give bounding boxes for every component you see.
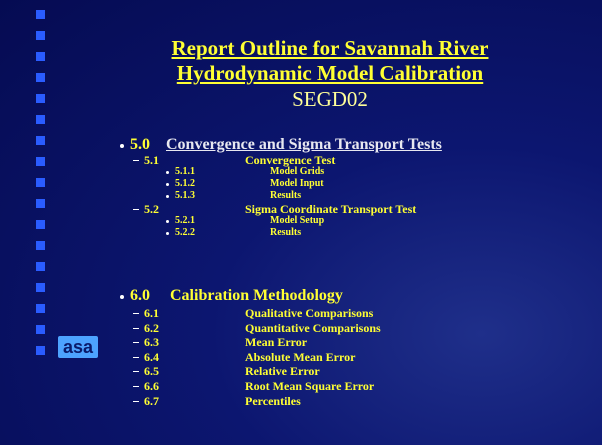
item-title: Percentiles: [245, 393, 301, 408]
section-number: 5.0: [130, 136, 150, 153]
deco-square: [36, 115, 45, 124]
deco-square: [36, 283, 45, 292]
sub-bullet: [166, 232, 169, 235]
item-number: 6.1: [144, 306, 159, 320]
deco-square: [36, 178, 45, 187]
subtitle: SEGD02: [292, 87, 368, 111]
dash: [133, 160, 139, 161]
deco-square: [36, 346, 45, 355]
item-title: Mean Error: [245, 335, 308, 350]
deco-square: [36, 325, 45, 334]
deco-square: [36, 10, 45, 19]
section-title: Calibration Methodology: [170, 287, 343, 304]
item-title: Quantitative Comparisons: [245, 320, 381, 335]
item-number: 6.3: [144, 335, 159, 350]
item-number: 6.6: [144, 379, 159, 393]
subitem-number: 5.1.2: [175, 178, 195, 189]
item-number: 6.5: [144, 364, 159, 379]
sub-bullet: [166, 220, 169, 223]
subitem-number: 5.2.1: [175, 215, 195, 226]
deco-square: [36, 94, 45, 103]
deco-square: [36, 241, 45, 250]
item-title: Root Mean Square Error: [245, 379, 375, 393]
deco-square: [36, 52, 45, 61]
item-title: Absolute Mean Error: [245, 349, 356, 364]
dash: [133, 400, 139, 402]
dash: [133, 371, 139, 373]
logo: asa: [58, 336, 98, 358]
section-title: Convergence and Sigma Transport Tests: [166, 136, 442, 153]
subitem-title: Model Setup: [270, 215, 325, 226]
title-line: Report Outline for Savannah River: [171, 36, 489, 60]
bullet: [120, 295, 124, 299]
item-number: 6.4: [144, 349, 159, 364]
item-number: 6.7: [144, 393, 159, 408]
dash: [133, 209, 139, 210]
subitem-number: 5.2.2: [175, 227, 195, 238]
dash: [133, 386, 139, 387]
title-line: Hydrodynamic Model Calibration: [176, 61, 484, 85]
item-number: 5.1: [144, 153, 159, 167]
sub-bullet: [166, 195, 169, 198]
subitem-title: Results: [270, 190, 302, 201]
deco-square: [36, 262, 45, 271]
deco-square: [36, 157, 45, 166]
deco-square: [36, 31, 45, 40]
dash: [133, 327, 139, 329]
dash: [133, 342, 139, 344]
section-number: 6.0: [130, 287, 150, 304]
subitem-title: Results: [270, 227, 302, 238]
deco-square: [36, 199, 45, 208]
subitem-number: 5.1.1: [175, 166, 195, 177]
dash: [133, 313, 139, 314]
deco-square: [36, 73, 45, 82]
deco-square: [36, 136, 45, 145]
item-number: 6.2: [144, 320, 159, 335]
dash: [133, 356, 139, 358]
deco-square: [36, 304, 45, 313]
subitem-number: 5.1.3: [175, 190, 195, 201]
item-title: Convergence Test: [245, 153, 336, 167]
item-title: Qualitative Comparisons: [245, 306, 374, 320]
subitem-title: Model Input: [270, 178, 324, 189]
item-title: Relative Error: [245, 364, 320, 379]
deco-square: [36, 220, 45, 229]
bullet: [120, 144, 124, 148]
sub-bullet: [166, 183, 169, 186]
sub-bullet: [166, 171, 169, 174]
item-number: 5.2: [144, 202, 159, 216]
item-title: Sigma Coordinate Transport Test: [245, 202, 417, 216]
subitem-title: Model Grids: [270, 166, 325, 177]
